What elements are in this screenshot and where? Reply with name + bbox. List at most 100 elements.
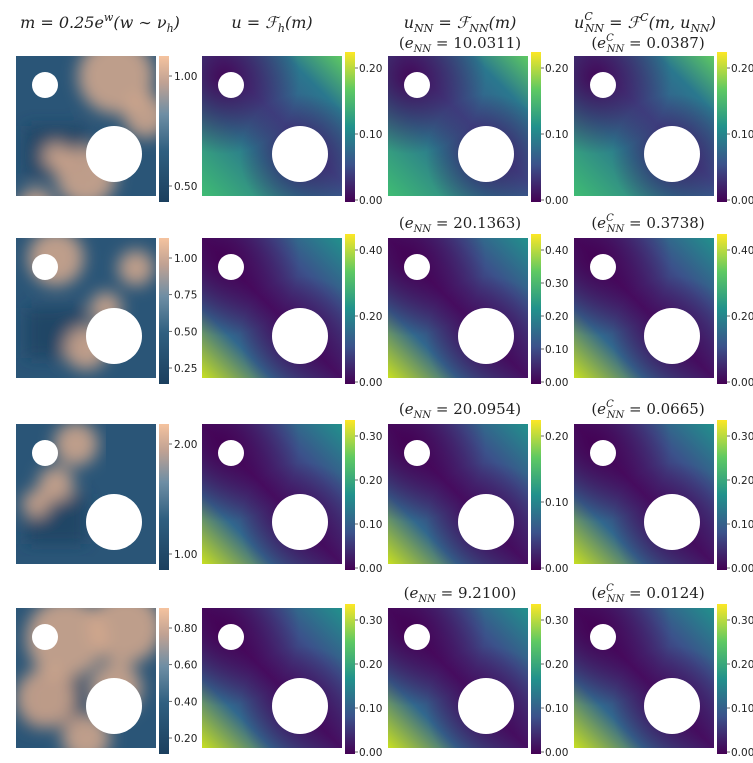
colorbar-tick-label: 0.20: [359, 311, 382, 323]
colorbar-tick-label: 0.40: [545, 245, 568, 257]
small-hole: [32, 72, 58, 98]
large-hole: [86, 494, 142, 550]
solution-field-panel: [574, 424, 714, 564]
solution-colorbar: [717, 604, 727, 754]
large-hole: [272, 126, 328, 182]
large-hole: [272, 494, 328, 550]
solution-field-panel: [388, 424, 528, 564]
colorbar-tick-label: 0.00: [731, 195, 753, 207]
large-hole: [644, 308, 700, 364]
nn-error-label: (eNN = 10.0311): [399, 34, 521, 55]
solution-colorbar: [345, 420, 355, 570]
corrected-error-label: (eC NN = 0.0387): [591, 33, 704, 55]
large-hole: [86, 308, 142, 364]
solution-colorbar: [717, 52, 727, 202]
colorbar-tick-label: 0.20: [174, 733, 197, 745]
colorbar-tick-label: 0.10: [731, 129, 753, 141]
colorbar-tick-label: 0.00: [545, 563, 568, 575]
colorbar-tick-label: 0.20: [359, 475, 382, 487]
solution-field-panel: [574, 56, 714, 196]
colorbar-tick-label: 0.00: [545, 195, 568, 207]
colorbar-tick-label: 0.20: [545, 63, 568, 75]
large-hole: [86, 126, 142, 182]
colorbar-tick-label: 0.30: [731, 431, 753, 443]
colorbar-tick-label: 2.00: [174, 439, 197, 451]
colorbar-tick-label: 1.00: [174, 253, 197, 265]
colorbar-tick-label: 0.00: [545, 747, 568, 759]
solution-field-panel: [202, 56, 342, 196]
solution-field-panel: [202, 424, 342, 564]
large-hole: [458, 678, 514, 734]
colorbar-tick-label: 0.10: [545, 703, 568, 715]
colorbar-tick-label: 0.50: [174, 326, 197, 338]
colorbar-tick-label: 0.00: [545, 377, 568, 389]
solution-field-panel: [574, 608, 714, 748]
solution-colorbar: [717, 234, 727, 384]
small-hole: [32, 440, 58, 466]
parameter-colorbar: [159, 56, 169, 202]
colorbar-tick-label: 0.20: [731, 311, 753, 323]
column-title-1: u = ℱh(m): [231, 13, 312, 35]
colorbar-tick-label: 0.50: [174, 181, 197, 193]
solution-colorbar: [345, 234, 355, 384]
solution-field-panel: [388, 56, 528, 196]
colorbar-tick-label: 0.20: [545, 431, 568, 443]
colorbar-tick-label: 0.20: [731, 63, 753, 75]
large-hole: [458, 126, 514, 182]
small-hole: [218, 72, 244, 98]
solution-colorbar: [717, 420, 727, 570]
large-hole: [644, 494, 700, 550]
parameter-colorbar: [159, 608, 169, 754]
large-hole: [644, 126, 700, 182]
colorbar-tick-label: 0.60: [174, 660, 197, 672]
colorbar-tick-label: 0.40: [731, 245, 753, 257]
colorbar-tick-label: 0.00: [731, 563, 753, 575]
colorbar-tick-label: 0.10: [545, 344, 568, 356]
large-hole: [644, 678, 700, 734]
colorbar-tick-label: 0.40: [359, 245, 382, 257]
solution-field-panel: [202, 608, 342, 748]
large-hole: [86, 678, 142, 734]
small-hole: [590, 624, 616, 650]
column-title-3: uC NN = ℱC(m, uNN): [574, 10, 716, 35]
small-hole: [404, 72, 430, 98]
solution-colorbar: [345, 52, 355, 202]
colorbar-tick-label: 0.10: [731, 519, 753, 531]
colorbar-tick-label: 1.00: [174, 549, 197, 561]
parameter-field-panel: [16, 608, 156, 748]
colorbar-tick-label: 0.20: [359, 659, 382, 671]
small-hole: [404, 624, 430, 650]
small-hole: [404, 440, 430, 466]
parameter-colorbar: [159, 424, 169, 570]
colorbar-tick-label: 0.00: [359, 563, 382, 575]
colorbar-tick-label: 0.00: [731, 747, 753, 759]
colorbar-tick-label: 0.30: [545, 278, 568, 290]
parameter-field-panel: [16, 424, 156, 564]
colorbar-tick-label: 0.20: [545, 659, 568, 671]
colorbar-tick-label: 0.20: [731, 659, 753, 671]
colorbar-tick-label: 0.30: [731, 615, 753, 627]
small-hole: [32, 624, 58, 650]
colorbar-tick-label: 0.10: [359, 703, 382, 715]
solution-colorbar: [531, 52, 541, 202]
large-hole: [458, 308, 514, 364]
colorbar-tick-label: 0.30: [359, 615, 382, 627]
colorbar-tick-label: 0.00: [359, 747, 382, 759]
colorbar-tick-label: 0.25: [174, 363, 197, 375]
colorbar-tick-label: 0.80: [174, 623, 197, 635]
small-hole: [590, 254, 616, 280]
colorbar-tick-label: 0.10: [359, 519, 382, 531]
parameter-field-panel: [16, 238, 156, 378]
nn-error-label: (eNN = 20.1363): [399, 214, 521, 235]
large-hole: [458, 494, 514, 550]
colorbar-tick-label: 0.00: [359, 377, 382, 389]
colorbar-tick-label: 0.30: [545, 615, 568, 627]
colorbar-tick-label: 0.00: [731, 377, 753, 389]
solution-colorbar: [345, 604, 355, 754]
colorbar-tick-label: 0.20: [731, 475, 753, 487]
corrected-error-label: (eC NN = 0.0124): [591, 583, 704, 605]
solution-field-panel: [202, 238, 342, 378]
colorbar-tick-label: 0.75: [174, 290, 197, 302]
parameter-field-panel: [16, 56, 156, 196]
small-hole: [218, 254, 244, 280]
